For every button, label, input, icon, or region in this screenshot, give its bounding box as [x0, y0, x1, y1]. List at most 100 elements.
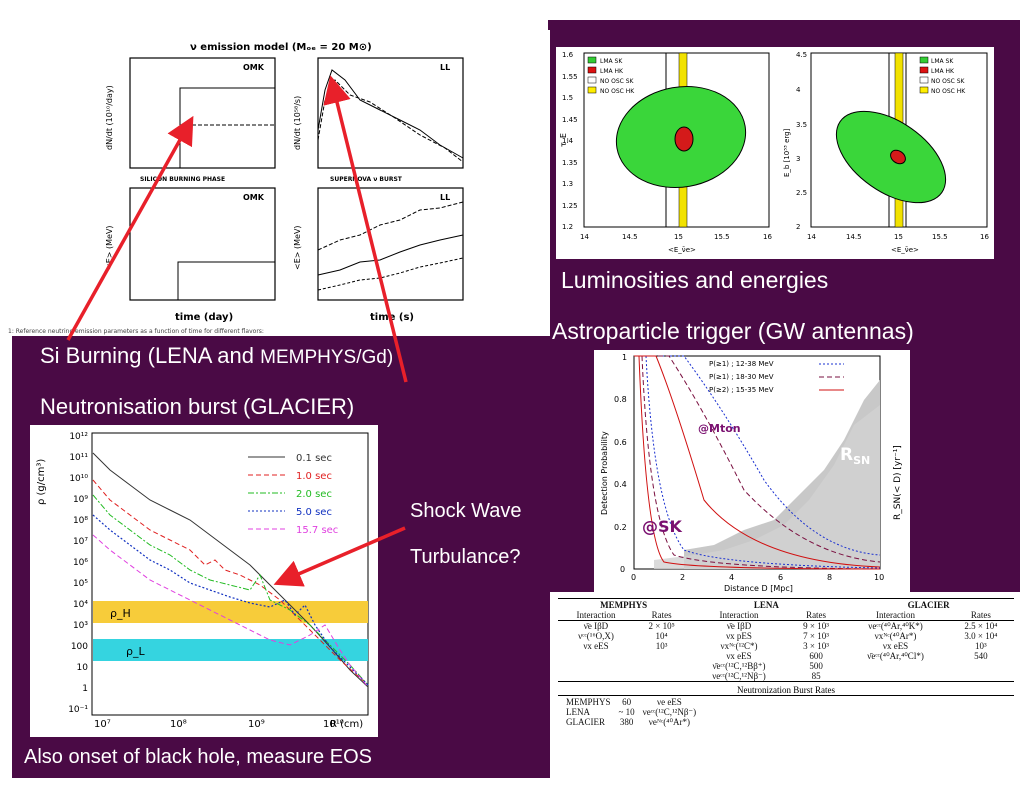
br-curve-2 [317, 234, 464, 276]
svg-text:4: 4 [729, 573, 734, 582]
density-figure: ρ_H ρ_L 0.1 sec 1.0 sec 2.0 sec 5.0 sec … [30, 425, 378, 737]
svg-text:10⁷: 10⁷ [94, 719, 111, 730]
svg-text:10¹⁰: 10¹⁰ [69, 474, 88, 484]
black-hole-label: Also onset of black hole, measure EOS [24, 746, 372, 768]
svg-text:0.4: 0.4 [614, 480, 627, 489]
sk-right-xticks: 14 14.5 15 15.5 16 [807, 233, 989, 241]
curve-15-7sec [92, 534, 369, 688]
svg-text:1.3: 1.3 [562, 180, 573, 188]
svg-text:P(≥2) ; 15-35 MeV: P(≥2) ; 15-35 MeV [709, 386, 774, 394]
si-burning-label: Si Burning (LENA and MEMPHYS/Gd) [40, 343, 393, 369]
detection-xticks: 0 2 4 6 8 10 [631, 573, 884, 582]
ylabel-bottom-right: <E> (MeV) [293, 225, 302, 270]
silicon-label: SILICON BURNING PHASE [140, 176, 225, 183]
rates-table-panel: MEMPHYS LENA GLACIER Interaction Rates I… [552, 594, 1020, 784]
subheader: Rates [970, 610, 991, 620]
svg-text:1.5: 1.5 [562, 94, 573, 102]
sk-left-xticks: 14 14.5 15 15.5 16 [580, 233, 772, 241]
ll-label-bottom: LL [440, 193, 450, 202]
svg-text:10³: 10³ [73, 621, 88, 631]
svg-text:10¹⁰: 10¹⁰ [323, 719, 344, 730]
svg-text:16: 16 [980, 233, 989, 241]
sk-svg: LMA SK LMA HK NO OSC SK NO OSC HK 14 14.… [559, 51, 989, 254]
rates-header-row: MEMPHYS LENA GLACIER [558, 600, 1014, 610]
sk-left-xlabel: <E_ν̄e> [668, 246, 696, 254]
svg-text:1: 1 [622, 353, 627, 362]
col-memphys: MEMPHYS [600, 600, 648, 610]
svg-text:P(≥1) ; 12-38 MeV: P(≥1) ; 12-38 MeV [709, 360, 774, 368]
curve-2-0sec [92, 494, 369, 686]
br-curve-3 [317, 257, 464, 291]
svg-text:0: 0 [620, 565, 625, 574]
svg-text:10¹¹: 10¹¹ [69, 453, 88, 463]
tr-curve-1 [317, 69, 464, 159]
svg-text:10⁴: 10⁴ [73, 600, 88, 610]
svg-text:2.0 sec: 2.0 sec [296, 489, 332, 500]
svg-text:0: 0 [631, 573, 636, 582]
svg-text:5.0 sec: 5.0 sec [296, 507, 332, 518]
curve-mton-blue [634, 355, 881, 556]
density-xlabel: R (cm) [330, 719, 363, 730]
sk-left-yticks: 1.6 1.55 1.5 1.45 1.4 1.35 1.3 1.25 1.2 [562, 51, 578, 231]
svg-text:10⁻¹: 10⁻¹ [68, 705, 88, 715]
detection-ylabel: Detection Probability [600, 431, 609, 515]
astro-trigger-label: Astroparticle trigger (GW antennas) [552, 318, 914, 344]
sk-right-red-ellipse [890, 149, 906, 165]
density-yticks: 10¹² 10¹¹ 10¹⁰ 10⁹ 10⁸ 10⁷ 10⁶ 10⁵ 10⁴ 1… [68, 432, 88, 715]
bl-curve [130, 261, 275, 301]
detection-yticks: 0 0.2 0.4 0.6 0.8 1 [614, 353, 627, 574]
luminosities-label: Luminosities and energies [561, 267, 829, 293]
detection-legend: P(≥1) ; 12-38 MeV P(≥1) ; 18-30 MeV P(≥2… [709, 360, 844, 394]
svg-text:10⁸: 10⁸ [170, 719, 187, 730]
panel-top-left [129, 57, 276, 169]
svg-text:10: 10 [874, 573, 884, 582]
shock-wave-label: Shock Wave [410, 500, 522, 522]
tr-curve-2 [317, 79, 464, 163]
svg-text:1: 1 [82, 684, 88, 694]
svg-text:1.35: 1.35 [562, 159, 578, 167]
svg-text:LMA SK: LMA SK [931, 58, 954, 65]
omk-label-top: OMK [243, 63, 265, 72]
svg-text:1.25: 1.25 [562, 202, 578, 210]
svg-text:100: 100 [71, 642, 88, 652]
svg-text:2: 2 [680, 573, 685, 582]
table-row: ν̄e IβD 2 × 10⁵ ν̄e IβD 9 × 10³ νeᶜᶜ(⁴⁰Ar,⁴⁰… [583, 621, 998, 631]
svg-text:0.2: 0.2 [614, 523, 627, 532]
neutronisation-label: Neutronisation burst (GLACIER) [40, 394, 355, 419]
subheader: Rates [806, 610, 827, 620]
ylabel-top-left: dN/dt (10¹⁰/day) [105, 85, 114, 150]
svg-text:LMA SK: LMA SK [600, 58, 623, 65]
detection-svg: P(≥1) ; 12-38 MeV P(≥1) ; 18-30 MeV P(≥2… [600, 353, 903, 593]
panel-bottom-right [317, 187, 464, 301]
detection-xlabel: Distance D [Mpc] [724, 584, 793, 593]
curve-sk-red [634, 355, 881, 570]
svg-text:16: 16 [763, 233, 772, 241]
sk-figure: LMA SK LMA HK NO OSC SK NO OSC HK 14 14.… [556, 47, 994, 259]
svg-text:2.5: 2.5 [796, 189, 807, 197]
col-lena: LENA [753, 600, 779, 610]
svg-text:1.55: 1.55 [562, 73, 578, 81]
svg-text:NO OSC HK: NO OSC HK [931, 88, 966, 95]
svg-text:10⁷: 10⁷ [73, 537, 88, 547]
svg-text:10¹²: 10¹² [69, 432, 88, 442]
curve-mton-red [634, 355, 881, 568]
rsn-label: RSN [840, 445, 870, 467]
emission-title: ν emission model (Mₒₑ = 20 M⊙) [190, 42, 372, 53]
ylabel-top-right: dN/dt (10⁵⁸/s) [293, 96, 302, 150]
xlabel-left: time (day) [175, 312, 233, 323]
svg-text:3.5: 3.5 [796, 121, 807, 129]
svg-text:14: 14 [580, 233, 589, 241]
subheader: Interaction [576, 610, 616, 620]
density-legend: 0.1 sec 1.0 sec 2.0 sec 5.0 sec 15.7 sec [248, 453, 338, 536]
svg-text:10: 10 [77, 663, 89, 673]
table-row: νx eES 10³ νxᴺᶜ(¹²C*) 3 × 10³ νx eES 10³ [583, 641, 987, 651]
svg-text:10⁵: 10⁵ [73, 579, 88, 589]
svg-text:4.5: 4.5 [796, 51, 807, 59]
col-glacier: GLACIER [907, 600, 950, 610]
sk-right-yticks: 4.5 4 3.5 3 2.5 2 [796, 51, 807, 231]
svg-text:1.2: 1.2 [562, 223, 573, 231]
emission-model-figure: ν emission model (Mₒₑ = 20 M⊙) OMK LL OM… [0, 30, 550, 336]
svg-text:10⁸: 10⁸ [73, 516, 88, 526]
table-row: νx eES 600 ν̄eᶜᶜ(⁴⁰Ar,⁴⁰Cl*) 540 [726, 651, 988, 661]
subheader: Rates [651, 610, 672, 620]
